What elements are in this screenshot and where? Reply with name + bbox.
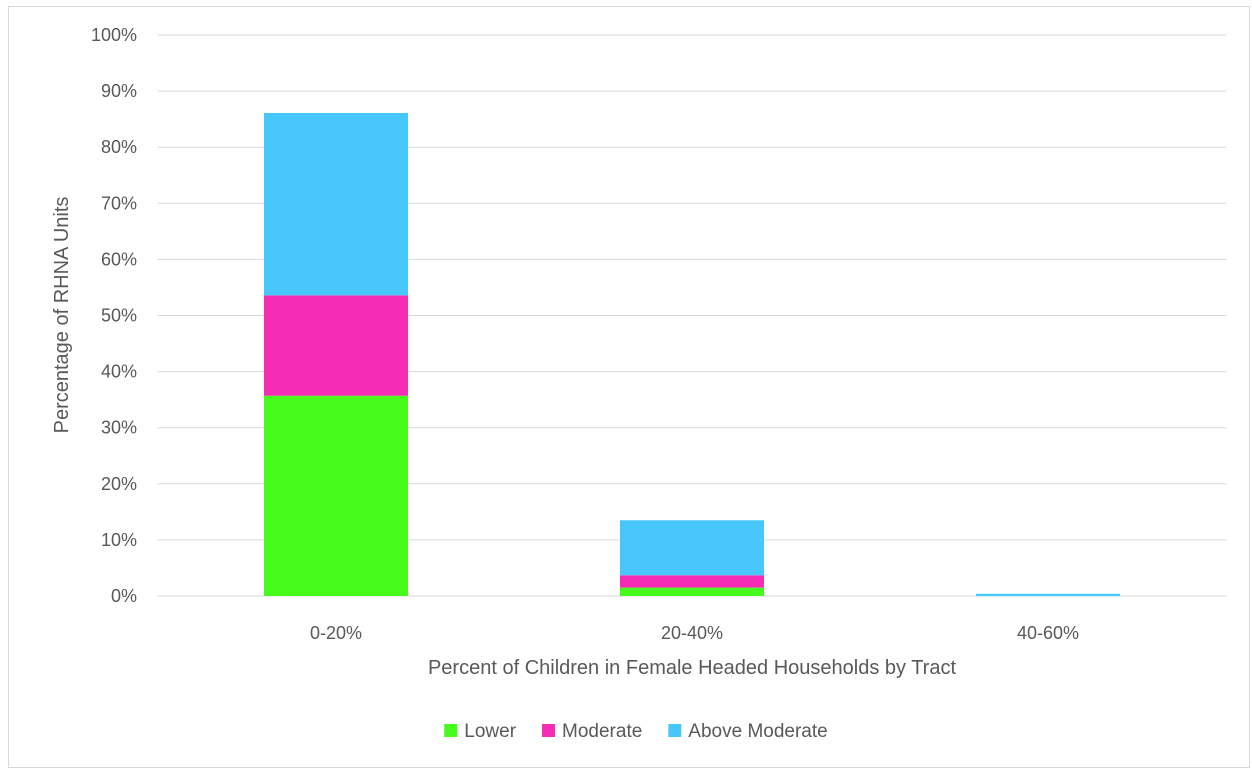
legend-swatch-above-moderate: [668, 724, 682, 737]
y-axis-title: Percentage of RHNA Units: [51, 197, 73, 434]
y-tick-label: 50%: [101, 306, 137, 326]
bar-segment-above-moderate: [264, 112, 408, 296]
y-tick-label: 60%: [101, 249, 137, 269]
x-tick-label: 0-20%: [310, 623, 362, 643]
chart-area: [8, 6, 1250, 768]
y-tick-label: 90%: [101, 81, 137, 101]
legend: Lower Moderate Above Moderate: [444, 721, 828, 742]
x-tick-label: 40-60%: [1017, 623, 1079, 643]
legend-swatch-moderate: [542, 724, 556, 737]
bar-segment-moderate: [264, 295, 408, 396]
legend-label: Above Moderate: [688, 721, 827, 742]
y-tick-label: 10%: [101, 530, 137, 550]
bar-segment-above-moderate: [976, 593, 1120, 596]
y-tick-label: 70%: [101, 193, 137, 213]
bar-segment-lower: [620, 587, 764, 596]
bar-segment-above-moderate: [620, 520, 764, 576]
x-axis-title: Percent of Children in Female Headed Hou…: [428, 657, 957, 679]
bars: [264, 112, 1120, 596]
y-tick-label: 0%: [111, 586, 137, 606]
bar-segment-moderate: [620, 575, 764, 588]
y-tick-label: 100%: [91, 25, 137, 45]
legend-label: Moderate: [562, 721, 642, 742]
bar-segment-lower: [264, 395, 408, 596]
y-tick-label: 80%: [101, 137, 137, 157]
x-tick-label: 20-40%: [661, 623, 723, 643]
x-axis-ticks: 0-20% 20-40% 40-60%: [310, 623, 1079, 643]
y-tick-label: 40%: [101, 362, 137, 382]
y-tick-label: 30%: [101, 418, 137, 438]
y-tick-label: 20%: [101, 474, 137, 494]
legend-swatch-lower: [444, 724, 458, 737]
legend-label: Lower: [464, 721, 516, 742]
y-axis-ticks: 0% 10% 20% 30% 40% 50% 60% 70% 80% 90% 100%: [91, 25, 137, 606]
